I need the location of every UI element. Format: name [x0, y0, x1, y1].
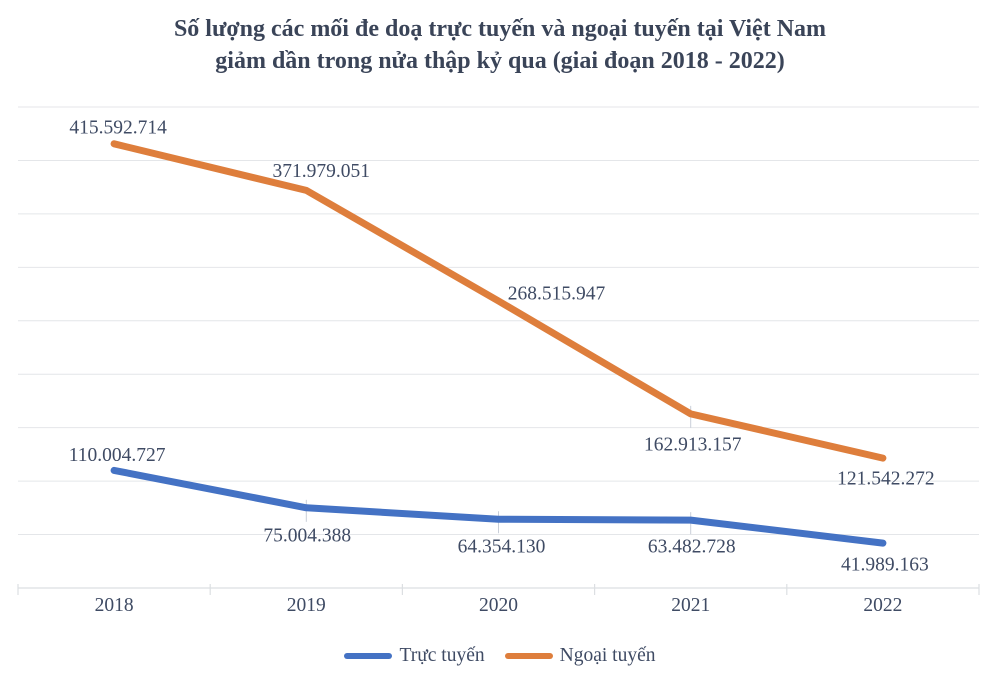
x-axis-label: 2022	[863, 595, 902, 616]
series-line-truc-tuyen	[110, 466, 887, 547]
legend-label-ngoai-tuyen: Ngoại tuyến	[559, 645, 656, 666]
data-label: 162.913.157	[644, 434, 742, 455]
data-label: 64.354.130	[458, 537, 546, 558]
data-label: 415.592.714	[69, 117, 167, 138]
data-label: 110.004.727	[69, 445, 166, 466]
chart-title: Số lượng các mối đe doạ trực tuyến và ng…	[0, 13, 1000, 77]
data-label: 371.979.051	[273, 161, 371, 182]
chart-title-line2: giảm dần trong nửa thập kỷ qua (giai đoạ…	[215, 48, 785, 74]
data-label: 121.542.272	[837, 469, 935, 490]
chart-title-line1: Số lượng các mối đe doạ trực tuyến và ng…	[173, 16, 827, 42]
x-axis-label: 2018	[95, 595, 134, 616]
series-line-ngoai-tuyen	[110, 140, 887, 462]
data-label: 75.004.388	[263, 525, 351, 546]
legend-label-truc-tuyen: Trực tuyến	[399, 645, 485, 666]
x-axis-label: 2019	[287, 595, 326, 616]
x-axis-label: 2020	[479, 595, 518, 616]
data-label: 63.482.728	[648, 537, 736, 558]
legend-line-swatch-orange-icon	[504, 652, 553, 660]
data-label: 41.989.163	[841, 555, 929, 576]
legend-line-swatch-blue-icon	[344, 652, 393, 660]
data-label: 268.515.947	[508, 283, 606, 304]
legend-item-truc-tuyen: Trực tuyến	[344, 644, 485, 668]
chart-legend: Trực tuyến Ngoại tuyến	[0, 644, 1000, 668]
x-axis-label: 2021	[671, 595, 710, 616]
legend-item-ngoai-tuyen: Ngoại tuyến	[504, 644, 656, 668]
